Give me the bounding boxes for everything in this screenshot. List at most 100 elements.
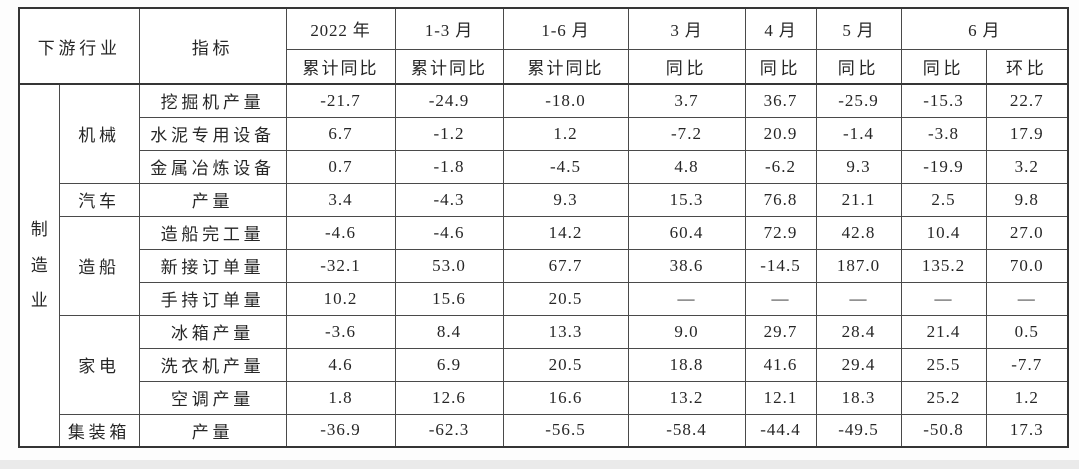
indicator-cell: 新接订单量 xyxy=(138,248,287,283)
value-cell: 0.5 xyxy=(985,314,1069,349)
value-cell: 9.3 xyxy=(815,149,902,184)
value-cell: 67.7 xyxy=(502,248,629,283)
table-row: 空调产量 1.8 12.6 16.6 13.2 12.1 18.3 25.2 1… xyxy=(19,380,1069,415)
value-cell: -50.8 xyxy=(900,413,987,448)
value-cell: -3.8 xyxy=(900,116,987,151)
value-cell: 16.6 xyxy=(502,380,629,415)
value-cell: -4.5 xyxy=(502,149,629,184)
category-cell-appliances: 家电 xyxy=(58,314,140,415)
value-cell: 13.2 xyxy=(627,380,746,415)
table-row: 家电 冰箱产量 -3.6 8.4 13.3 9.0 29.7 28.4 21.4… xyxy=(19,314,1069,415)
value-cell: 6.7 xyxy=(285,116,396,151)
value-cell: 72.9 xyxy=(744,215,817,250)
category-cell-shipbuilding: 造船 xyxy=(58,215,140,316)
table-row: 汽车 产量 3.4 -4.3 9.3 15.3 76.8 21.1 2.5 9.… xyxy=(19,182,1069,217)
value-cell: -4.6 xyxy=(285,215,396,250)
indicator-cell: 空调产量 xyxy=(138,380,287,415)
indicator-cell: 冰箱产量 xyxy=(138,314,287,349)
value-cell: 21.1 xyxy=(815,182,902,217)
table-row: 新接订单量 -32.1 53.0 67.7 38.6 -14.5 187.0 1… xyxy=(19,248,1069,283)
category-cell-machinery: 机械 xyxy=(58,83,140,184)
value-cell: 4.6 xyxy=(285,347,396,382)
value-cell: 20.5 xyxy=(502,347,629,382)
indicator-cell: 手持订单量 xyxy=(138,281,287,316)
value-cell: -21.7 xyxy=(285,83,396,118)
header-downstream-industry: 下游行业 xyxy=(18,7,140,85)
value-cell: -58.4 xyxy=(627,413,746,448)
table-body: 制造业 机械 挖掘机产量 -21.7 -24.9 -18.0 3.7 36.7 … xyxy=(18,83,1069,448)
value-cell: 8.4 xyxy=(394,314,504,349)
value-cell: 42.8 xyxy=(815,215,902,250)
value-cell: -62.3 xyxy=(394,413,504,448)
value-cell: 20.5 xyxy=(502,281,629,316)
value-cell: 187.0 xyxy=(815,248,902,283)
value-cell: — xyxy=(900,281,987,316)
value-cell: 38.6 xyxy=(627,248,746,283)
header-period-2022: 2022 年 xyxy=(285,7,396,50)
industry-group-cell: 制造业 xyxy=(18,83,60,448)
indicator-cell: 水泥专用设备 xyxy=(138,116,287,151)
indicator-cell: 洗衣机产量 xyxy=(138,347,287,382)
table-row: 造船 造船完工量 -4.6 -4.6 14.2 60.4 72.9 42.8 1… xyxy=(19,215,1069,316)
industry-group-label: 制造业 xyxy=(30,219,48,311)
value-cell: 18.3 xyxy=(815,380,902,415)
value-cell: 70.0 xyxy=(985,248,1069,283)
subheader-cumulative-yoy: 累计同比 xyxy=(502,48,629,85)
value-cell: 1.2 xyxy=(502,116,629,151)
indicator-cell: 金属冶炼设备 xyxy=(138,149,287,184)
value-cell: 15.6 xyxy=(394,281,504,316)
value-cell: -4.6 xyxy=(394,215,504,250)
value-cell: 60.4 xyxy=(627,215,746,250)
subheader-yoy: 同比 xyxy=(900,48,987,85)
value-cell: -32.1 xyxy=(285,248,396,283)
value-cell: -18.0 xyxy=(502,83,629,118)
value-cell: 9.8 xyxy=(985,182,1069,217)
value-cell: 3.4 xyxy=(285,182,396,217)
value-cell: -7.2 xyxy=(627,116,746,151)
value-cell: -6.2 xyxy=(744,149,817,184)
value-cell: -14.5 xyxy=(744,248,817,283)
value-cell: -36.9 xyxy=(285,413,396,448)
value-cell: 41.6 xyxy=(744,347,817,382)
value-cell: 21.4 xyxy=(900,314,987,349)
value-cell: -25.9 xyxy=(815,83,902,118)
value-cell: 20.9 xyxy=(744,116,817,151)
table-row: 制造业 机械 挖掘机产量 -21.7 -24.9 -18.0 3.7 36.7 … xyxy=(18,83,1069,448)
value-cell: — xyxy=(815,281,902,316)
value-cell: 3.7 xyxy=(627,83,746,118)
value-cell: 36.7 xyxy=(744,83,817,118)
value-cell: -44.4 xyxy=(744,413,817,448)
subheader-yoy: 同比 xyxy=(744,48,817,85)
value-cell: 29.4 xyxy=(815,347,902,382)
value-cell: 27.0 xyxy=(985,215,1069,250)
value-cell: 17.3 xyxy=(985,413,1069,448)
indicator-cell: 挖掘机产量 xyxy=(138,83,287,118)
value-cell: 9.0 xyxy=(627,314,746,349)
value-cell: — xyxy=(627,281,746,316)
value-cell: 6.9 xyxy=(394,347,504,382)
table-row: 集装箱 产量 -36.9 -62.3 -56.5 -58.4 -44.4 -49… xyxy=(19,413,1069,448)
value-cell: 2.5 xyxy=(900,182,987,217)
value-cell: 25.5 xyxy=(900,347,987,382)
subheader-mom: 环比 xyxy=(985,48,1069,85)
table-row: 金属冶炼设备 0.7 -1.8 -4.5 4.8 -6.2 9.3 -19.9 … xyxy=(19,149,1069,184)
value-cell: 4.8 xyxy=(627,149,746,184)
subheader-cumulative-yoy: 累计同比 xyxy=(394,48,504,85)
value-cell: -1.4 xyxy=(815,116,902,151)
table-row: 手持订单量 10.2 15.6 20.5 — — — — — xyxy=(19,281,1069,316)
page-edge-shadow xyxy=(0,460,1079,469)
indicator-cell: 产量 xyxy=(138,182,287,217)
value-cell: — xyxy=(744,281,817,316)
subheader-cumulative-yoy: 累计同比 xyxy=(285,48,396,85)
value-cell: 17.9 xyxy=(985,116,1069,151)
value-cell: 13.3 xyxy=(502,314,629,349)
table-header: 下游行业 指标 2022 年 1-3 月 1-6 月 3 月 4 月 5 月 6… xyxy=(18,7,1069,85)
header-period-jan-mar: 1-3 月 xyxy=(394,7,504,50)
industry-indicator-table: 下游行业 指标 2022 年 1-3 月 1-6 月 3 月 4 月 5 月 6… xyxy=(18,7,1069,448)
value-cell: -49.5 xyxy=(815,413,902,448)
header-period-jan-jun: 1-6 月 xyxy=(502,7,629,50)
header-indicator: 指标 xyxy=(138,7,287,85)
table-row: 洗衣机产量 4.6 6.9 20.5 18.8 41.6 29.4 25.5 -… xyxy=(19,347,1069,382)
indicator-cell: 产量 xyxy=(138,413,287,448)
value-cell: -19.9 xyxy=(900,149,987,184)
